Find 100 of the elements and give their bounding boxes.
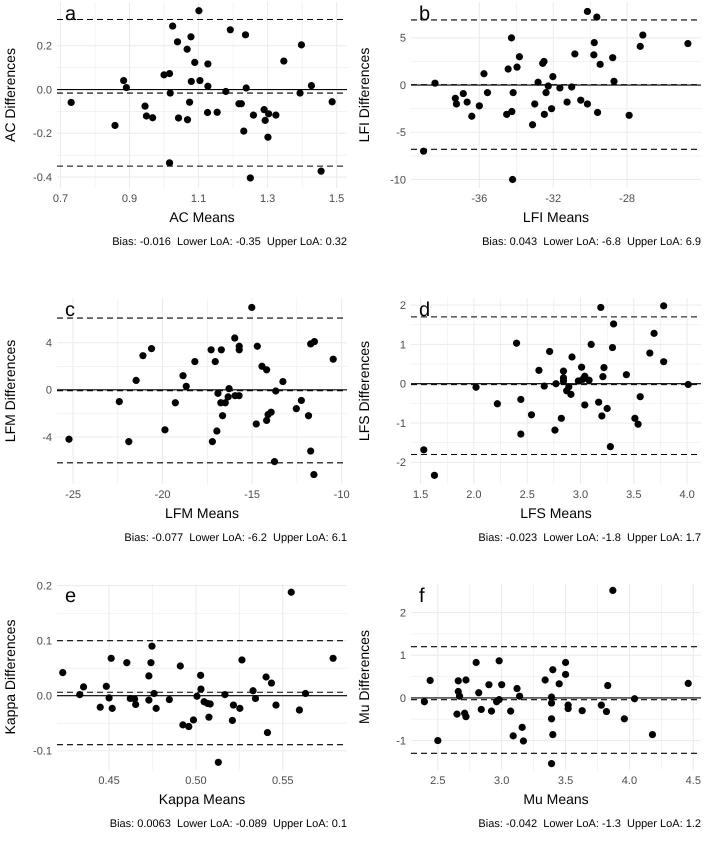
point xyxy=(544,82,552,90)
point xyxy=(684,680,692,687)
point xyxy=(231,334,238,342)
point xyxy=(549,730,556,738)
point xyxy=(252,420,260,428)
y-tick-label: 5 xyxy=(400,32,406,45)
point xyxy=(520,737,528,745)
point xyxy=(639,31,646,39)
point xyxy=(472,384,480,391)
x-axis-title: Kappa Means xyxy=(158,791,246,807)
point xyxy=(260,106,268,114)
annotation: f xyxy=(419,585,425,607)
x-tick-label: 2.5 xyxy=(430,775,446,787)
point xyxy=(76,691,84,698)
x-tick-label: -10 xyxy=(334,489,350,501)
point xyxy=(531,100,538,108)
y-tick-label: 0.2 xyxy=(36,40,52,53)
point xyxy=(148,345,156,352)
point xyxy=(108,654,115,662)
point xyxy=(230,701,238,709)
point xyxy=(496,696,503,704)
point xyxy=(310,338,318,346)
point xyxy=(123,659,130,666)
point xyxy=(246,174,254,182)
point xyxy=(279,378,287,386)
x-tick-label: 1.5 xyxy=(328,193,344,205)
point xyxy=(604,682,612,690)
point xyxy=(185,722,192,730)
point xyxy=(307,447,314,455)
point xyxy=(148,642,156,650)
point xyxy=(528,411,536,418)
point xyxy=(431,80,439,87)
x-tick-label: 2.0 xyxy=(466,489,482,501)
point xyxy=(188,78,195,86)
point xyxy=(620,715,628,722)
point xyxy=(208,438,216,446)
y-tick-label: 0.0 xyxy=(36,690,52,703)
y-tick-label: -1 xyxy=(396,735,406,748)
point xyxy=(213,427,220,435)
point xyxy=(420,148,428,155)
text: Bias: 0.0063 Lower LoA: -0.089 Upper LoA: 0.1 xyxy=(110,818,347,830)
point xyxy=(240,128,248,135)
point xyxy=(179,721,186,728)
point xyxy=(108,704,116,712)
point xyxy=(498,681,506,688)
point xyxy=(565,383,572,390)
point xyxy=(456,692,464,700)
y-tick-label: 0.0 xyxy=(36,84,52,96)
y-tick-label: -5 xyxy=(396,127,406,140)
point xyxy=(558,414,565,422)
point xyxy=(595,398,602,406)
point xyxy=(263,366,270,374)
y-tick-label: 0 xyxy=(46,384,52,397)
point xyxy=(152,704,160,712)
point xyxy=(485,681,493,688)
y-tick-label: 1 xyxy=(400,650,406,662)
point xyxy=(96,704,104,711)
x-tick-label: -25 xyxy=(65,489,82,501)
y-tick-label: 0 xyxy=(400,692,406,705)
point xyxy=(636,42,644,50)
x-tick-label: 0.7 xyxy=(52,193,68,205)
y-tick-label: 0 xyxy=(400,80,406,92)
y-axis-title: LFM Differences xyxy=(2,340,18,442)
point xyxy=(496,657,503,664)
point xyxy=(560,368,568,375)
point xyxy=(556,84,564,92)
x-tick-label: 0.9 xyxy=(122,193,138,205)
point xyxy=(268,408,275,416)
point xyxy=(208,346,215,354)
text: Bias: -0.077 Lower LoA: -6.2 Upper LoA: 6.1 xyxy=(124,532,347,544)
y-tick-label: -10 xyxy=(390,174,406,186)
point xyxy=(434,736,442,744)
point xyxy=(296,89,304,97)
point xyxy=(484,89,492,96)
point xyxy=(212,358,219,366)
point xyxy=(186,98,194,106)
point xyxy=(622,371,630,378)
point xyxy=(125,438,132,446)
point xyxy=(102,682,110,690)
point xyxy=(182,382,190,390)
point xyxy=(195,7,202,14)
point xyxy=(577,96,584,104)
point xyxy=(548,699,556,707)
y-tick-label: 2 xyxy=(400,607,406,620)
point xyxy=(169,22,176,30)
x-tick-label: 2.5 xyxy=(520,489,535,501)
x-tick-label: -20 xyxy=(154,489,171,501)
point xyxy=(166,89,174,97)
y-tick-label: 2 xyxy=(400,300,406,312)
point xyxy=(548,760,556,768)
point xyxy=(508,108,516,116)
point xyxy=(302,690,310,698)
point xyxy=(139,352,147,360)
point xyxy=(563,98,571,106)
point xyxy=(196,76,204,84)
point xyxy=(197,686,205,693)
point xyxy=(604,404,611,412)
point xyxy=(453,710,461,718)
x-tick-label: -28 xyxy=(619,193,636,205)
x-tick-label: 0.55 xyxy=(272,775,294,787)
